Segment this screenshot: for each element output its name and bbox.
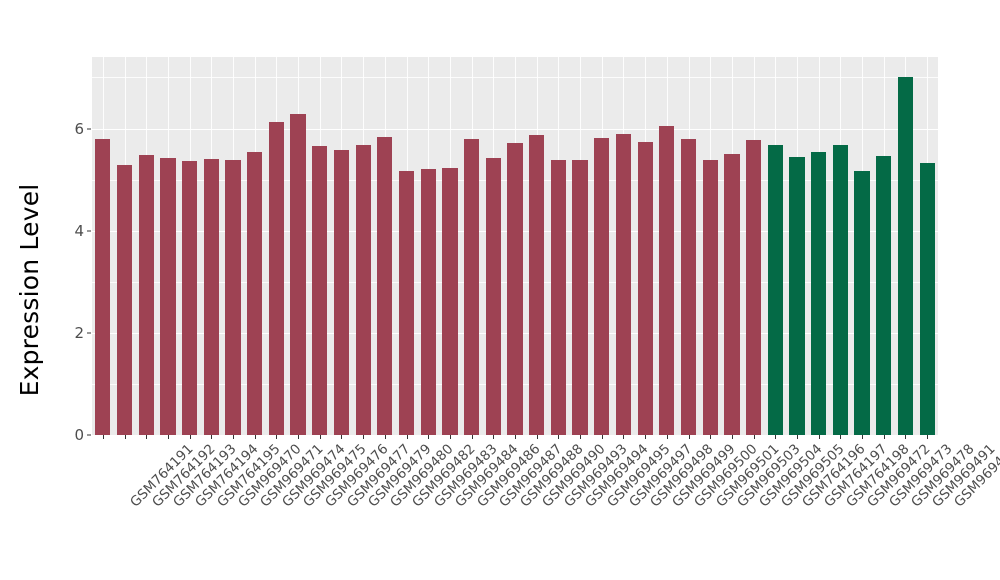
- bar: [680, 139, 697, 435]
- x-axis-tick-mark: [124, 435, 126, 439]
- x-axis-tick-mark: [558, 435, 560, 439]
- x-axis-tick-mark: [710, 435, 712, 439]
- x-axis-tick-mark: [927, 435, 929, 439]
- bar: [550, 160, 566, 435]
- x-axis-tick-mark: [211, 435, 213, 439]
- bar: [767, 144, 783, 435]
- bar: [95, 138, 111, 435]
- x-axis-tick-mark: [189, 435, 191, 439]
- x-axis-tick-mark: [471, 435, 473, 439]
- x-axis-tick-mark: [536, 435, 538, 439]
- bar: [225, 160, 241, 435]
- x-axis-tick-mark: [384, 435, 386, 439]
- bar: [485, 157, 501, 435]
- bar: [659, 125, 675, 435]
- bar-series: [92, 57, 938, 435]
- y-axis-tick-mark: [87, 230, 91, 232]
- y-axis-tick-label: 6: [74, 119, 84, 138]
- x-axis-tick-labels: GSM764191 GSM764192 GSM764193 GSM764194 GSM7…: [92, 441, 1000, 580]
- x-axis-tick-mark: [276, 435, 278, 439]
- x-axis-tick-mark: [493, 435, 495, 439]
- y-axis-tick-label: 0: [74, 426, 84, 444]
- bar: [572, 159, 588, 435]
- bar: [268, 122, 284, 435]
- x-axis-tick-mark: [363, 435, 365, 439]
- x-axis-tick-mark: [666, 435, 668, 439]
- bar: [637, 141, 653, 435]
- bar: [420, 169, 436, 435]
- x-axis-tick-marks: [92, 435, 938, 440]
- x-axis-tick-mark: [862, 435, 864, 439]
- bar: [811, 152, 827, 435]
- bar: [854, 170, 870, 435]
- bar: [355, 145, 371, 435]
- x-axis-tick-mark: [731, 435, 733, 439]
- bar: [333, 150, 350, 435]
- bar: [312, 146, 328, 435]
- x-axis-tick-mark: [905, 435, 907, 439]
- x-axis-tick-mark: [580, 435, 582, 439]
- y-axis-tick-mark: [87, 332, 91, 334]
- x-axis-tick-mark: [406, 435, 408, 439]
- bar: [507, 142, 523, 435]
- bar: [160, 157, 176, 435]
- bar: [247, 152, 263, 435]
- y-axis-tick-mark: [87, 434, 91, 436]
- x-axis-tick-mark: [254, 435, 256, 439]
- x-axis-tick-mark: [645, 435, 647, 439]
- x-axis-tick-mark: [883, 435, 885, 439]
- x-axis-tick-mark: [449, 435, 451, 439]
- bar: [116, 165, 133, 435]
- bar: [615, 134, 632, 435]
- x-axis-tick-mark: [341, 435, 343, 439]
- x-axis-tick-mark: [298, 435, 300, 439]
- bar: [724, 154, 740, 435]
- bar: [464, 139, 480, 435]
- bar: [832, 145, 848, 435]
- bar: [377, 136, 393, 435]
- bar: [897, 76, 914, 435]
- x-axis-tick-mark: [233, 435, 234, 439]
- x-axis-tick-mark: [428, 435, 430, 439]
- bar: [529, 135, 545, 435]
- y-axis-tick-label: 4: [74, 221, 84, 240]
- bar: [138, 155, 154, 435]
- x-axis-tick-mark: [840, 435, 842, 439]
- plot-panel: [92, 57, 938, 435]
- bar: [442, 168, 458, 435]
- x-axis-tick-mark: [167, 435, 169, 439]
- bar: [290, 114, 306, 435]
- bar: [702, 159, 718, 435]
- x-axis-tick-mark: [797, 435, 798, 439]
- bar: [876, 156, 892, 435]
- x-axis-tick-mark: [102, 435, 104, 439]
- x-axis-tick-mark: [688, 435, 690, 439]
- y-axis-tick-mark: [87, 128, 91, 129]
- bar: [398, 171, 415, 435]
- bar: [746, 140, 762, 435]
- y-axis-title: Expression Level: [14, 183, 44, 397]
- x-axis-tick-mark: [818, 435, 820, 439]
- x-axis-tick-mark: [775, 435, 777, 439]
- x-axis-tick-mark: [515, 435, 516, 439]
- y-axis-tick-label: 2: [74, 323, 84, 342]
- x-axis-tick-mark: [753, 435, 755, 439]
- x-axis-tick-mark: [319, 435, 321, 439]
- bar: [182, 161, 198, 435]
- x-axis-tick-mark: [146, 435, 148, 439]
- bar: [919, 162, 935, 435]
- y-axis-tick-labels: 0 2 4 6: [58, 0, 84, 580]
- bar: [594, 137, 610, 435]
- x-axis-tick-mark: [623, 435, 625, 439]
- bar: [203, 158, 219, 435]
- bar: [789, 157, 805, 435]
- x-axis-tick-mark: [601, 435, 603, 439]
